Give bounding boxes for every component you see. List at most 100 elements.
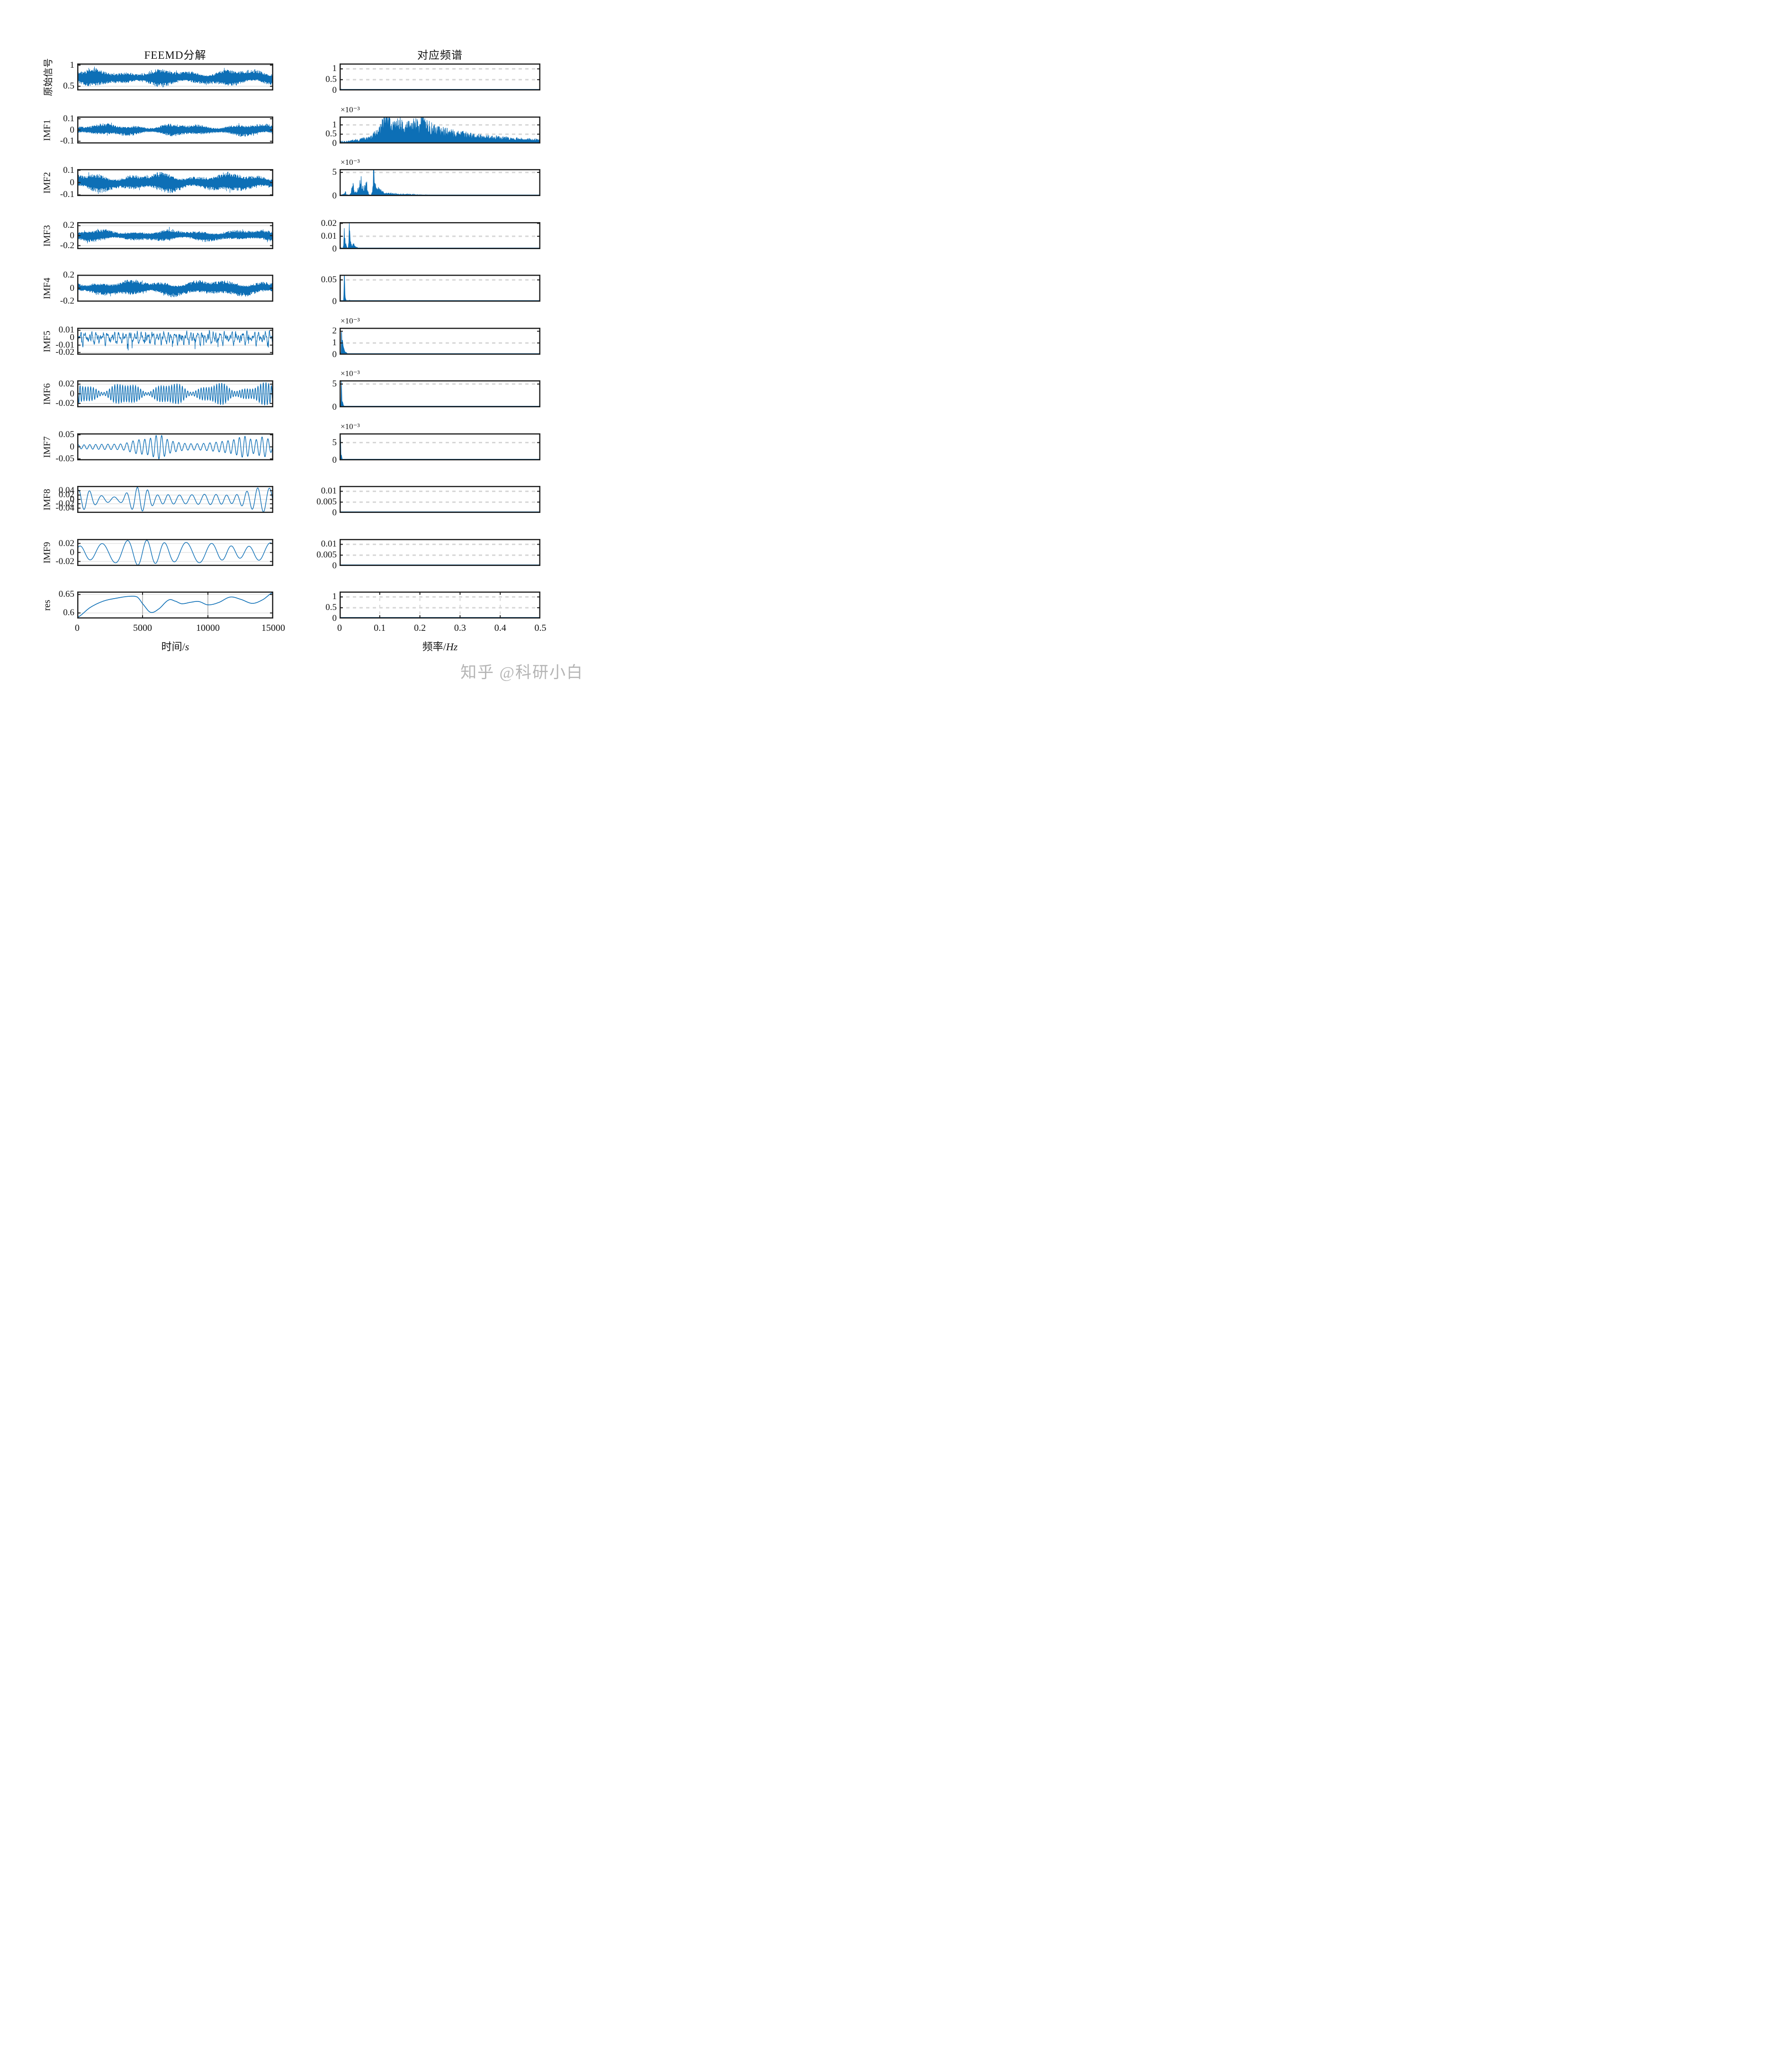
y-tick-label: 0.5 (325, 129, 337, 139)
y-tick-label: 0.01 (58, 325, 74, 335)
x-tick-label: 10000 (196, 623, 220, 633)
y-tick-label: 0.5 (325, 74, 337, 85)
y-tick-label: 0.01 (321, 486, 337, 496)
plot-frame (77, 592, 273, 619)
x-tick-label: 0.1 (374, 623, 386, 633)
signal-trace (77, 279, 273, 297)
y-tick-label: 0 (70, 177, 75, 188)
y-tick-label: 0 (332, 296, 337, 306)
y-tick-label: 0.65 (58, 589, 74, 600)
y-tick-label: 0.5 (63, 81, 74, 91)
plot-frame (340, 117, 540, 144)
time-plot-IMF7 (77, 433, 273, 460)
left-column-title: FEEMD分解 (144, 49, 206, 61)
y-tick-label: 1 (332, 338, 337, 348)
exponent-label: ×10⁻³ (341, 422, 360, 431)
plot-frame (340, 63, 540, 90)
signal-trace (77, 540, 273, 565)
y-tick-label: -0.02 (55, 398, 74, 408)
x-tick-label: 0 (337, 623, 342, 633)
x-tick-label: 0.3 (454, 623, 466, 633)
y-tick-label: 0.02 (58, 379, 74, 389)
spectrum-plot-原始信号 (340, 63, 540, 90)
time-plot-IMF9 (77, 539, 273, 566)
y-tick-label: -0.1 (60, 136, 74, 146)
plot-frame (340, 539, 540, 566)
time-axis-label: 时间/s (77, 638, 273, 654)
signal-trace (77, 66, 273, 88)
y-tick-label: 0.02 (58, 490, 74, 500)
time-plot-IMF1 (77, 117, 273, 144)
x-tick-label: 0.5 (534, 623, 547, 633)
y-tick-label: 0 (332, 613, 337, 623)
freq-axis-label-text: 频率/ (422, 641, 446, 653)
spectrum-plot-IMF9 (340, 539, 540, 566)
y-tick-label: -0.02 (55, 347, 74, 358)
freq-axis-label: 频率/Hz (340, 638, 540, 654)
x-tick-label: 0.4 (494, 623, 506, 633)
y-tick-label: 0.2 (63, 220, 74, 231)
time-plot-IMF8 (77, 486, 273, 513)
y-tick-label: 0 (332, 85, 337, 95)
y-tick-label: 0 (70, 494, 75, 504)
x-tick-label: 0.2 (414, 623, 426, 633)
time-plot-IMF4 (77, 275, 273, 302)
feemd-figure: FEEMD分解 对应频谱 原始信号 1 0.5 1 0.5 0 IMF1 0.1 0 -0.1 1 0… (0, 0, 592, 691)
spectrum-plot-res (340, 592, 540, 619)
y-tick-label: 1 (332, 119, 337, 130)
time-plot-IMF5 (77, 328, 273, 355)
plot-frame (77, 275, 273, 302)
x-tick-label: 15000 (261, 623, 285, 633)
y-tick-label: 0.02 (58, 538, 74, 548)
x-tick-label: 5000 (133, 623, 152, 633)
y-tick-label: 0.01 (321, 231, 337, 241)
y-tick-label: -0.2 (60, 296, 74, 306)
y-tick-label: 5 (332, 167, 337, 177)
y-tick-label: -0.04 (55, 502, 74, 513)
y-tick-label: 0.5 (325, 602, 337, 613)
y-tick-label: -0.05 (55, 453, 74, 464)
spectrum-trace (340, 117, 540, 144)
y-tick-label: 0.01 (321, 539, 337, 549)
y-tick-label: -0.01 (55, 340, 74, 350)
right-column-title: 对应频谱 (417, 49, 463, 61)
y-tick-label: 0 (70, 332, 75, 343)
y-tick-label: 0 (70, 547, 75, 557)
spectrum-plot-IMF5 (340, 328, 540, 355)
plot-frame (340, 169, 540, 196)
plot-frame (77, 328, 273, 355)
y-tick-label: 1 (70, 60, 75, 70)
y-tick-label: 0 (332, 244, 337, 254)
plot-frame (340, 433, 540, 460)
y-tick-label: 0 (332, 508, 337, 518)
y-tick-label: 0.005 (316, 497, 337, 507)
spectrum-trace (340, 275, 540, 302)
spectrum-trace (340, 169, 540, 196)
y-tick-label: 0.04 (58, 485, 74, 496)
time-plot-原始信号 (77, 63, 273, 90)
y-tick-label: 0 (332, 350, 337, 359)
y-tick-label: 0 (332, 561, 337, 571)
y-tick-label: 0.1 (63, 113, 74, 124)
spectrum-plot-IMF4 (340, 275, 540, 302)
y-tick-label: 0 (332, 138, 337, 148)
freq-axis-unit: Hz (446, 641, 458, 653)
plot-frame (77, 486, 273, 513)
spectrum-plot-IMF6 (340, 380, 540, 407)
time-plot-IMF6 (77, 380, 273, 407)
plot-frame (340, 328, 540, 355)
time-plot-IMF2 (77, 169, 273, 196)
plot-frame (340, 222, 540, 249)
exponent-label: ×10⁻³ (341, 369, 360, 378)
y-tick-label: 5 (332, 378, 337, 389)
y-tick-label: 0.02 (321, 218, 337, 228)
y-tick-label: -0.1 (60, 189, 74, 200)
y-tick-label: 0.05 (321, 275, 337, 285)
y-tick-label: 0.2 (63, 270, 74, 280)
x-tick-label: 0 (75, 623, 80, 633)
time-axis-label-text: 时间/ (161, 641, 185, 653)
time-plot-res (77, 592, 273, 619)
plot-frame (340, 486, 540, 513)
signal-trace (77, 123, 273, 137)
spectrum-plot-IMF8 (340, 486, 540, 513)
